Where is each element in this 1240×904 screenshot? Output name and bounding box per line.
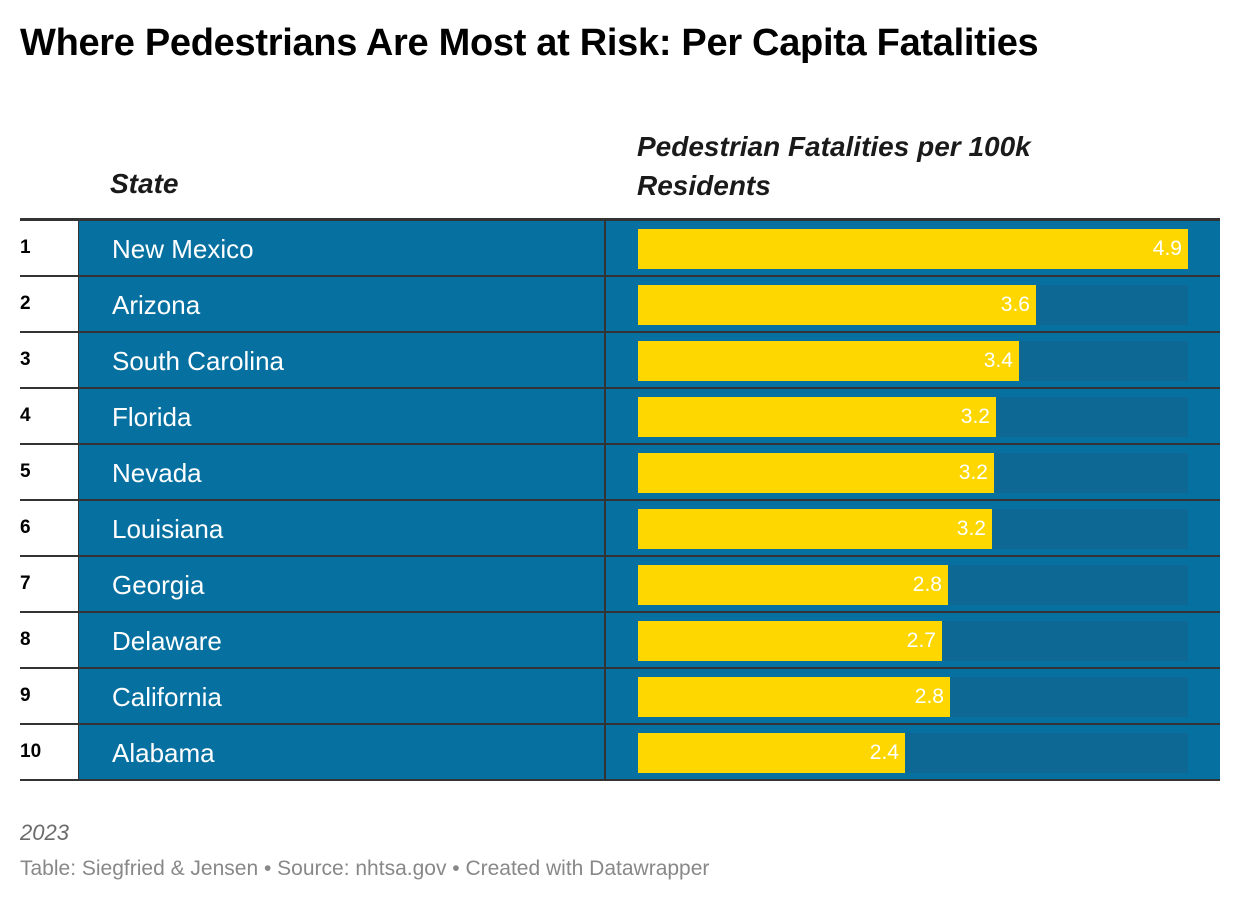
bar-value-label: 2.7: [906, 629, 936, 652]
rank-cell: 8: [20, 613, 78, 667]
bar-track: 3.2: [638, 453, 1188, 493]
bar-value-label: 2.4: [869, 741, 899, 764]
bar-cell: 2.4: [606, 725, 1220, 779]
bar-value-label: 3.2: [958, 461, 988, 484]
rank-cell: 5: [20, 445, 78, 499]
state-cell: Nevada: [78, 445, 606, 499]
bar: 2.8: [638, 677, 950, 717]
bar: 3.6: [638, 285, 1036, 325]
table-row: 1 New Mexico 4.9: [20, 221, 1220, 277]
bar-track: 3.2: [638, 397, 1188, 437]
bar: 3.2: [638, 509, 992, 549]
table-row: 7 Georgia 2.8: [20, 557, 1220, 613]
table-row: 2 Arizona 3.6: [20, 277, 1220, 333]
chart-title: Where Pedestrians Are Most at Risk: Per …: [20, 22, 1039, 64]
bar-value-label: 3.4: [983, 349, 1013, 372]
table-row: 10 Alabama 2.4: [20, 725, 1220, 781]
rank-cell: 6: [20, 501, 78, 555]
bar-track: 3.6: [638, 285, 1188, 325]
table-row: 3 South Carolina 3.4: [20, 333, 1220, 389]
ranking-table: 1 New Mexico 4.9 2 Arizona 3.6 3 South Carolina…: [20, 218, 1220, 781]
bar-track: 2.4: [638, 733, 1188, 773]
bar-cell: 2.8: [606, 557, 1220, 611]
bar-track: 2.8: [638, 565, 1188, 605]
rank-cell: 9: [20, 669, 78, 723]
bar: 4.9: [638, 229, 1188, 269]
rank-cell: 2: [20, 277, 78, 331]
bar-track: 2.7: [638, 621, 1188, 661]
bar-cell: 4.9: [606, 221, 1220, 275]
bar-cell: 3.4: [606, 333, 1220, 387]
rank-cell: 1: [20, 221, 78, 275]
table-row: 5 Nevada 3.2: [20, 445, 1220, 501]
source-footer: Table: Siegfried & Jensen • Source: nhts…: [20, 857, 710, 880]
state-cell: Alabama: [78, 725, 606, 779]
bar: 2.7: [638, 621, 942, 661]
state-cell: South Carolina: [78, 333, 606, 387]
column-header-state: State: [110, 168, 179, 199]
bar-value-label: 3.2: [960, 405, 990, 428]
table-row: 8 Delaware 2.7: [20, 613, 1220, 669]
bar-cell: 3.2: [606, 445, 1220, 499]
bar-track: 3.4: [638, 341, 1188, 381]
bar-cell: 3.6: [606, 277, 1220, 331]
bar: 3.2: [638, 453, 994, 493]
state-cell: New Mexico: [78, 221, 606, 275]
state-cell: Louisiana: [78, 501, 606, 555]
state-cell: California: [78, 669, 606, 723]
rank-cell: 4: [20, 389, 78, 443]
state-cell: Georgia: [78, 557, 606, 611]
bar-value-label: 3.6: [1000, 293, 1030, 316]
state-cell: Arizona: [78, 277, 606, 331]
table-row: 6 Louisiana 3.2: [20, 501, 1220, 557]
table-row: 4 Florida 3.2: [20, 389, 1220, 445]
state-cell: Delaware: [78, 613, 606, 667]
bar: 2.8: [638, 565, 948, 605]
bar-value-label: 2.8: [912, 573, 942, 596]
bar: 3.4: [638, 341, 1019, 381]
rank-cell: 3: [20, 333, 78, 387]
bar: 2.4: [638, 733, 905, 773]
state-cell: Florida: [78, 389, 606, 443]
column-header-fatalities: Pedestrian Fatalities per 100k Residents: [637, 131, 1031, 201]
bar-cell: 3.2: [606, 389, 1220, 443]
year-note: 2023: [20, 820, 69, 845]
bar-cell: 2.7: [606, 613, 1220, 667]
bar-cell: 3.2: [606, 501, 1220, 555]
bar-value-label: 2.8: [914, 685, 944, 708]
bar-track: 3.2: [638, 509, 1188, 549]
rank-cell: 10: [20, 725, 78, 779]
bar-track: 4.9: [638, 229, 1188, 269]
bar: 3.2: [638, 397, 996, 437]
rank-cell: 7: [20, 557, 78, 611]
bar-value-label: 3.2: [956, 517, 986, 540]
table-row: 9 California 2.8: [20, 669, 1220, 725]
bar-track: 2.8: [638, 677, 1188, 717]
bar-cell: 2.8: [606, 669, 1220, 723]
bar-value-label: 4.9: [1152, 237, 1182, 260]
